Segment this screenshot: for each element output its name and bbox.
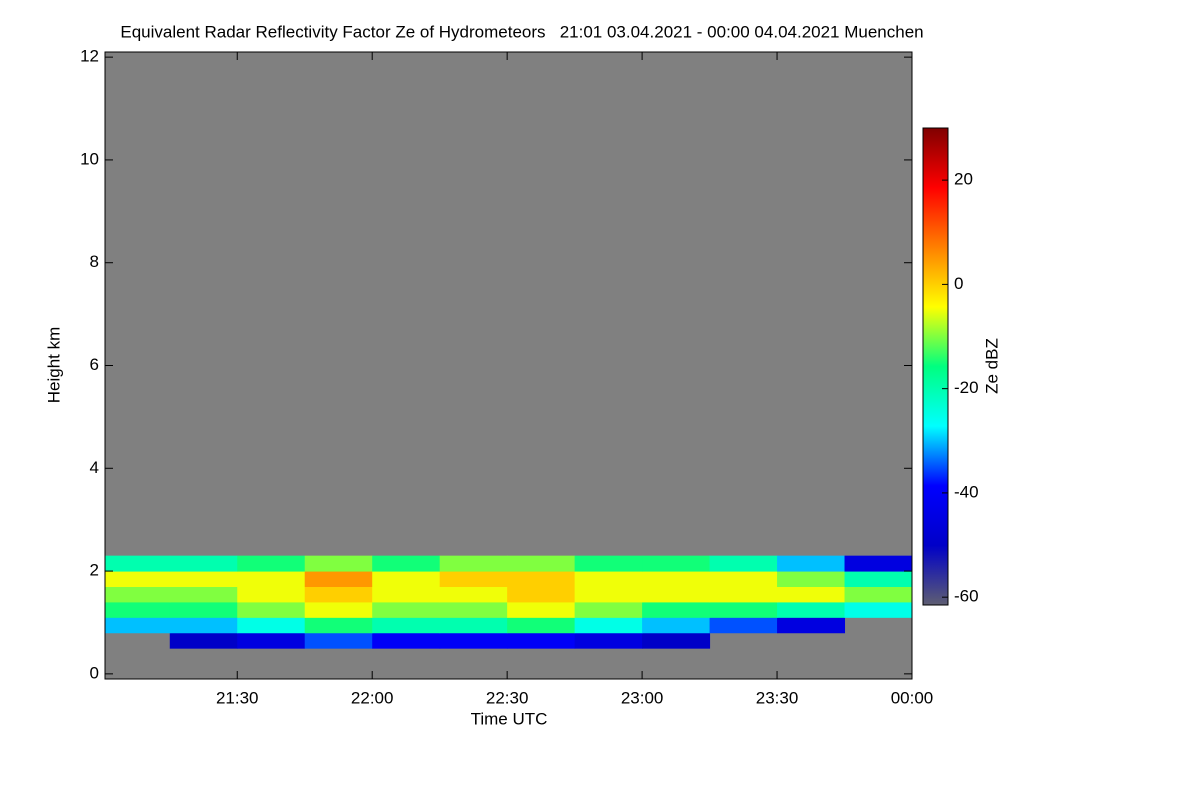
y-tick-label: 0 [90, 663, 99, 682]
heatmap-cell [574, 571, 643, 587]
heatmap-cell [439, 586, 508, 603]
heatmap-cell [439, 632, 508, 649]
heatmap-cell [642, 555, 711, 572]
y-tick-label: 2 [90, 561, 99, 580]
heatmap-cell [709, 571, 778, 587]
heatmap-cell [304, 617, 373, 634]
heatmap-cell [169, 601, 238, 618]
axes [104, 51, 913, 680]
colorbar [922, 127, 949, 606]
heatmap-cell [709, 555, 778, 572]
heatmap-cell [237, 617, 306, 634]
y-tick-label: 10 [80, 149, 99, 168]
heatmap-cell [169, 586, 238, 603]
heatmap-cell [844, 555, 913, 572]
colorbar-tick-label: -40 [954, 482, 979, 501]
heatmap-cell [574, 601, 643, 618]
chart-title: Equivalent Radar Reflectivity Factor Ze … [120, 22, 923, 41]
heatmap-cell [777, 555, 846, 572]
heatmap-cell [507, 586, 576, 603]
heatmap-cell [642, 617, 711, 634]
heatmap-cell [507, 571, 576, 587]
heatmap-cell [777, 571, 846, 587]
heatmap-cell [372, 632, 441, 649]
heatmap-cell [105, 571, 171, 587]
heatmap-cell [372, 586, 441, 603]
heatmap-cell [169, 617, 238, 634]
heatmap-cell [439, 601, 508, 618]
heatmap-cell [237, 586, 306, 603]
heatmap-cell [709, 586, 778, 603]
heatmap-cell [642, 586, 711, 603]
heatmap-cell [777, 617, 846, 634]
heatmap-cell [169, 571, 238, 587]
heatmap-cell [642, 571, 711, 587]
colorbar-tick-label: -20 [954, 378, 979, 397]
heatmap-cell [372, 601, 441, 618]
heatmap-cell [105, 586, 171, 603]
colorbar-label: Ze dBZ [982, 338, 1001, 394]
heatmap-cell [844, 571, 913, 587]
heatmap-cell [105, 617, 171, 634]
heatmap-cell [507, 601, 576, 618]
heatmap-cell [439, 617, 508, 634]
x-tick-label: 22:00 [351, 688, 394, 707]
heatmap-cell [507, 555, 576, 572]
heatmap-cell [439, 571, 508, 587]
heatmap-cell [105, 555, 171, 572]
x-axis-label: Time UTC [471, 709, 548, 728]
colorbar-tick-label: -60 [954, 587, 979, 606]
heatmap-cell [844, 601, 913, 618]
y-tick-label: 4 [90, 458, 99, 477]
y-tick-label: 6 [90, 355, 99, 374]
heatmap-cell [574, 586, 643, 603]
heatmap-cell [642, 601, 711, 618]
colorbar-tick-label: 20 [954, 170, 973, 189]
heatmap-cell [105, 601, 171, 618]
heatmap-cell [304, 586, 373, 603]
heatmap-cell [574, 617, 643, 634]
heatmap-cell [237, 555, 306, 572]
heatmap-cell [777, 586, 846, 603]
heatmap-cell [574, 555, 643, 572]
y-tick-label: 12 [80, 47, 99, 66]
x-tick-label: 21:30 [216, 688, 259, 707]
heatmap-cell [372, 571, 441, 587]
heatmap-cell [574, 632, 643, 649]
heatmap-cell [169, 632, 238, 649]
colorbar-tick-label: 0 [954, 274, 963, 293]
heatmap-cell [304, 571, 373, 587]
heatmap-cell [642, 632, 711, 649]
heatmap-cell [709, 617, 778, 634]
heatmap-cell [372, 555, 441, 572]
heatmap-cell [304, 555, 373, 572]
y-tick-label: 8 [90, 252, 99, 271]
heatmap-cell [237, 601, 306, 618]
x-tick-label: 00:00 [891, 688, 934, 707]
heatmap-cell [237, 632, 306, 649]
y-axis-label: Height km [44, 327, 63, 404]
heatmap-cell [844, 586, 913, 603]
heatmap-cell [507, 617, 576, 634]
heatmap-cell [237, 571, 306, 587]
heatmap-cell [709, 601, 778, 618]
heatmap-cell [169, 555, 238, 572]
heatmap-cell [304, 601, 373, 618]
heatmap-cell [439, 555, 508, 572]
heatmap-cell [304, 632, 373, 649]
x-tick-label: 23:00 [621, 688, 664, 707]
x-tick-label: 22:30 [486, 688, 529, 707]
heatmap-cell [777, 601, 846, 618]
heatmap-cell [372, 617, 441, 634]
heatmap-cell [507, 632, 576, 649]
x-tick-label: 23:30 [756, 688, 799, 707]
